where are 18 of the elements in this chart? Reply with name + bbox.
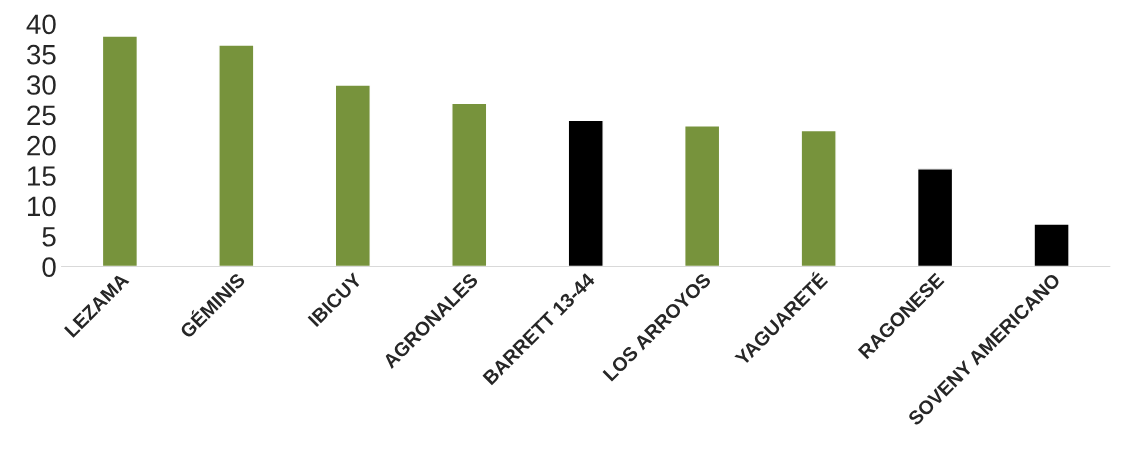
y-tick-label: 10 [28, 196, 56, 217]
bar [1033, 223, 1070, 267]
bar [101, 35, 139, 267]
bar [684, 125, 721, 267]
y-tick-label: 5 [42, 227, 56, 247]
bar [800, 129, 837, 267]
y-tick-label: 15 [28, 166, 56, 186]
bar [334, 84, 371, 267]
y-tick-label: 40 [26, 14, 56, 35]
y-tick-label: 30 [26, 75, 56, 95]
bar [916, 168, 954, 267]
bar [451, 102, 488, 267]
bar [218, 44, 255, 267]
bar [567, 119, 604, 267]
y-tick-label: 20 [27, 135, 56, 156]
y-tick-label: 0 [42, 257, 56, 277]
y-tick-label: 25 [27, 105, 56, 126]
y-tick-label: 35 [26, 44, 56, 65]
